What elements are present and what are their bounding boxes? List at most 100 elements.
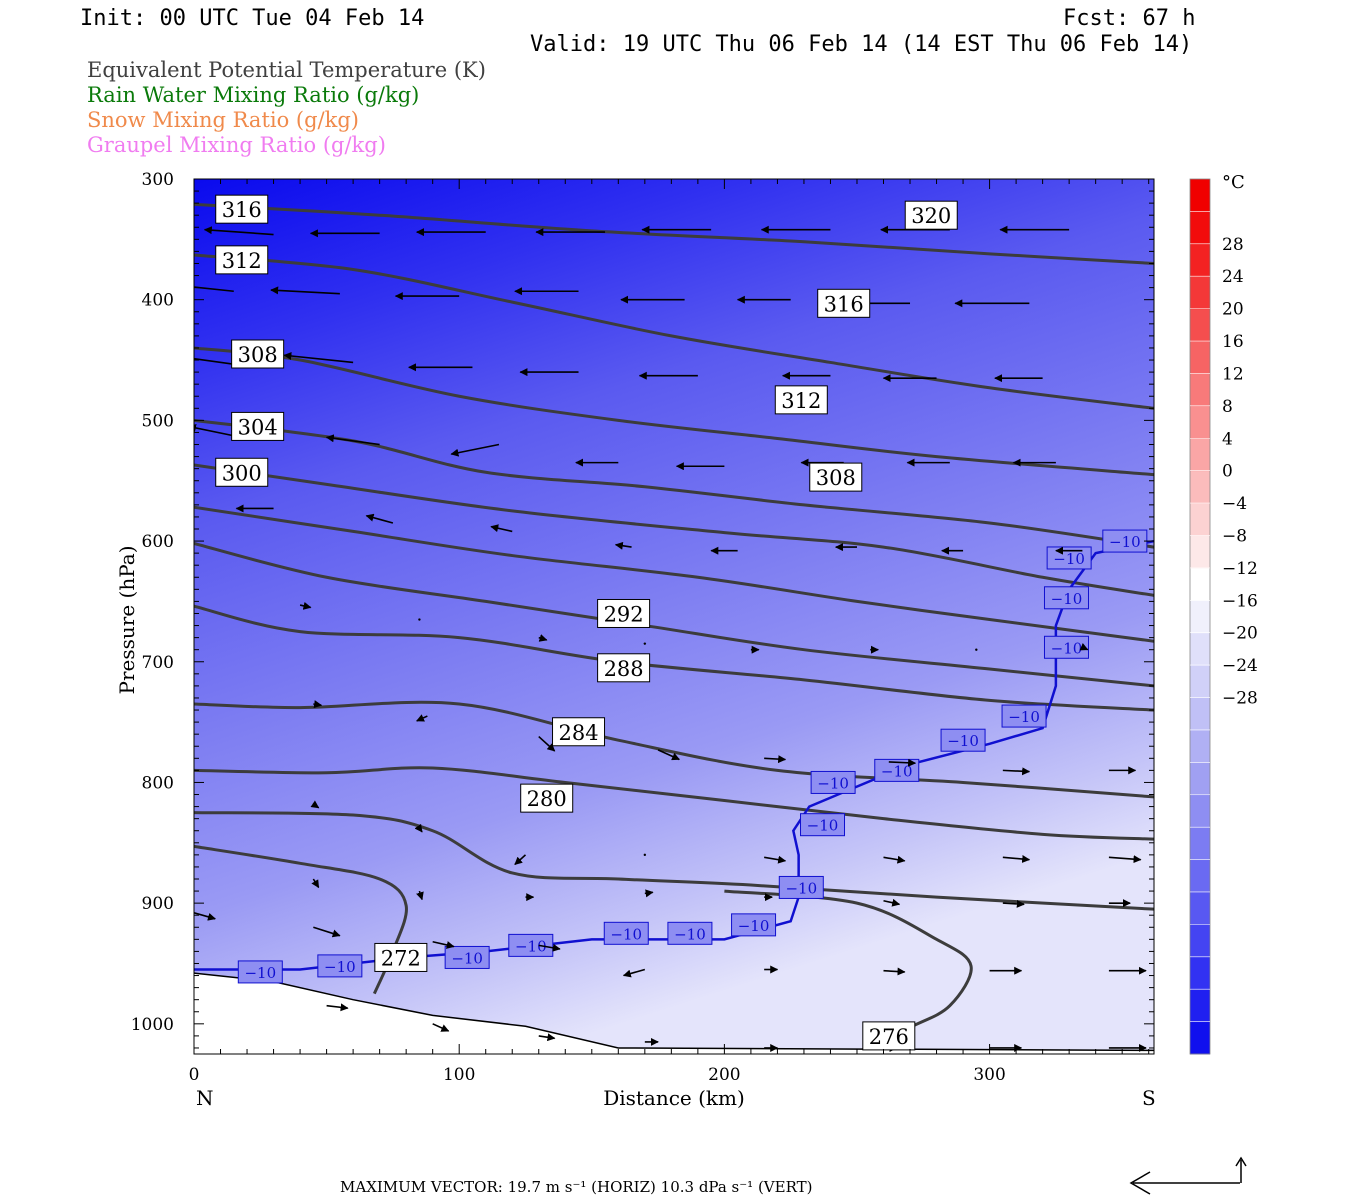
wind-vector [203,226,274,236]
colorbar-cell [1190,697,1210,731]
theta-e-label: 312 [215,245,269,275]
wind-vector [418,618,421,621]
wind-vector [283,352,354,364]
x-end-label-south: S [1142,1086,1156,1110]
svg-text:272: 272 [381,946,421,970]
svg-text:288: 288 [604,657,644,681]
legend-item: Equivalent Potential Temperature (K) [87,58,486,82]
colorbar-tick-label: −4 [1222,494,1247,514]
colorbar-unit: °C [1222,172,1245,193]
isotherm-label: −10 [731,913,777,937]
wind-vector [975,648,978,651]
colorbar-cell [1190,1021,1210,1055]
colorbar-cell [1190,956,1210,990]
x-tick-label: 300 [973,1065,1005,1085]
svg-text:−10: −10 [738,917,770,935]
colorbar-cell [1190,243,1210,277]
theta-e-label: 316 [817,288,871,318]
colorbar-tick-label: −16 [1222,591,1258,611]
wind-vector [311,878,320,889]
wind-vector [194,286,234,293]
isotherm-label: −10 [1001,704,1047,728]
colorbar-cell [1190,341,1210,374]
wind-vector [432,940,455,949]
theta-e-contour-308 [194,346,1154,477]
colorbar-cell [1190,405,1210,439]
isotherm-label: −10 [1102,529,1148,553]
y-tick-label: 600 [142,532,174,552]
wind-vector [764,755,787,764]
wind-vector [490,524,513,533]
colorbar-cell [1190,535,1210,569]
svg-text:280: 280 [527,787,567,811]
wind-vector [614,541,632,550]
colorbar-cell [1190,211,1210,245]
colorbar-cell [1190,989,1210,1023]
y-tick-label: 700 [142,653,174,673]
isotherm-label: −10 [1043,586,1089,610]
legend-item: Rain Water Mixing Ratio (g/kg) [87,83,419,107]
svg-text:−10: −10 [451,949,483,967]
wind-vector [538,1033,556,1042]
svg-text:292: 292 [604,602,644,626]
isotherm-label: −10 [667,921,713,945]
theta-e-label: 272 [374,942,428,972]
wind-vector [313,926,341,938]
init-time: Init: 00 UTC Tue 04 Feb 14 [80,6,424,31]
wind-vector [883,898,901,907]
x-end-label-north: N [196,1086,214,1110]
isotherm-label: −10 [237,960,283,984]
colorbar: 28 24 20 16 12 8 4 0 −4 −8 −12 −16 −20 −24 −28 [1189,178,1258,1055]
axes: 300 400 500 600 700 800 900 1000 0 100 200 300 [131,170,1154,1085]
isotherm-label: −10 [940,728,986,752]
svg-text:276: 276 [869,1025,909,1049]
svg-text:−10: −10 [244,964,276,982]
wind-vector [194,912,216,921]
forecast-hour: Fcst: 67 h [1063,6,1195,31]
wind-vector [883,855,906,864]
colorbar-cell [1190,924,1210,958]
colorbar-cell [1190,632,1210,666]
plot-area: −10 −10 −10 −10 −10 −10 −10 −10 −10 −10 −10 −10 −10 −… [194,179,1154,1054]
wind-vector [764,855,787,864]
theta-e-label: 280 [520,783,574,813]
svg-text:−10: −10 [1053,550,1085,568]
svg-text:−10: −10 [817,774,849,792]
wind-vector [643,642,647,645]
colorbar-cell [1190,308,1210,342]
svg-text:−10: −10 [324,958,356,976]
y-axis-label: Pressure (hPa) [115,546,139,695]
y-tick-label: 500 [142,411,174,431]
svg-text:312: 312 [222,249,262,273]
isotherm-label: −10 [317,954,363,978]
svg-text:312: 312 [781,389,821,413]
isotherm-label: −10 [800,813,846,837]
colorbar-cell [1190,859,1210,893]
y-tick-label: 400 [142,291,174,311]
wind-vector [622,968,646,978]
colorbar-tick-label: −8 [1222,526,1247,546]
colorbar-cell [1190,567,1210,601]
temperature-shading [194,179,1154,1054]
colorbar-tick-label: 28 [1222,235,1244,255]
isotherm-label: −10 [810,770,856,794]
wind-vector [310,800,320,809]
svg-text:316: 316 [824,292,864,316]
isotherm-label: −10 [508,933,554,957]
wind-vector [325,434,380,446]
y-tick-label: 900 [142,894,174,914]
theta-e-label: 284 [552,717,606,747]
colorbar-tick-label: 0 [1222,462,1233,482]
x-tick-label: 200 [708,1065,740,1085]
svg-text:−10: −10 [1051,590,1083,608]
isotherm-label: −10 [778,875,824,899]
wind-vector [299,601,312,610]
theta-e-labels: 316 312 308 304 300 320 316 312 308 292 288 284 280 2… [215,194,958,1051]
x-tick-label: 100 [443,1065,475,1085]
theta-e-contour-280 [194,766,1154,841]
legend-item: Graupel Mixing Ratio (g/kg) [87,133,386,157]
wind-vector [270,286,340,295]
colorbar-cell [1190,891,1210,925]
colorbar-cell [1190,503,1210,536]
